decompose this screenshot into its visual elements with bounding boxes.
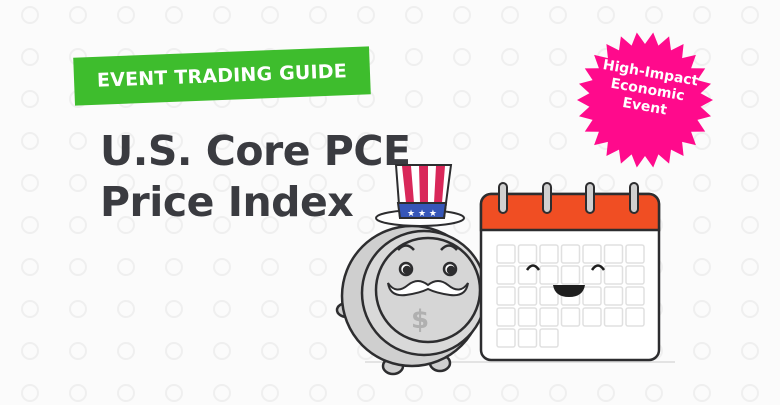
calendar-day-cell [517,328,538,348]
calendar-day-cell [539,328,559,348]
calendar-day-cell [539,244,559,264]
calendar-day-cell [539,286,559,306]
calendar-day-cell [539,307,559,327]
calendar-day-cell [496,265,516,285]
calendar-day-cell [496,244,516,264]
calendar-day-cell [496,328,516,348]
calendar-day-cell [560,307,581,327]
calendar-day-cell [625,286,645,306]
page-title: U.S. Core PCE Price Index [100,126,411,228]
calendar-ring [585,182,595,214]
calendar-day-cell [603,265,624,285]
calendar-day-cell [625,307,645,327]
calendar-day-cell [625,265,645,285]
calendar-day-cell [496,286,516,306]
calendar-ring [498,182,508,214]
calendar-day-cell [539,265,559,285]
coin-dollar-sign: $ [411,305,429,335]
calendar-day-cell [603,244,624,264]
title-line-1: U.S. Core PCE [100,127,411,175]
calendar-mascot-icon [479,182,661,362]
calendar-day-cell [625,244,645,264]
calendar-day-cell [517,244,538,264]
calendar-day-cell [582,307,602,327]
calendar-day-cell [517,286,538,306]
calendar-day-cell [582,244,602,264]
calendar-ring [629,182,639,214]
calendar-day-cell [603,307,624,327]
calendar-day-cell [560,265,581,285]
calendar-ring [542,182,552,214]
title-line-2: Price Index [100,178,354,226]
calendar-day-cell [517,307,538,327]
calendar-day-cell [603,286,624,306]
calendar-day-cell [582,265,602,285]
calendar-day-cell [517,265,538,285]
svg-text:★ ★ ★: ★ ★ ★ [407,209,437,219]
calendar-day-cell [560,244,581,264]
uncle-sam-hat-icon: ★ ★ ★ [375,164,465,227]
calendar-day-cell [496,307,516,327]
high-impact-starburst [577,32,713,168]
coin-mascot-icon [335,224,494,376]
calendar-day-cell [582,286,602,306]
